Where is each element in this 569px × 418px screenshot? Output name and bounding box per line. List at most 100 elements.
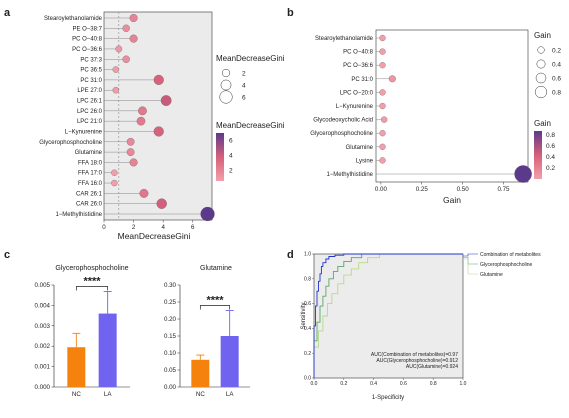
category-label-lpe-27-0: LPE 27:0 bbox=[77, 88, 102, 94]
x-tick-label: 4 bbox=[161, 224, 165, 231]
lollipop-point-pc-o-40-8 bbox=[129, 34, 138, 43]
x-tick-label: 0.75 bbox=[497, 186, 510, 193]
panel-a-label: a bbox=[4, 7, 11, 19]
lollipop-point-pc-37-3 bbox=[122, 55, 130, 63]
size-legend-circle bbox=[536, 59, 546, 69]
size-legend-label: 0.2 bbox=[552, 48, 561, 55]
y-tick-label: 0.05 bbox=[164, 367, 177, 374]
lollipop-point-lpc-26-1 bbox=[160, 95, 172, 106]
colorbar bbox=[534, 131, 542, 179]
significance-label: **** bbox=[206, 295, 224, 307]
lollipop-point-1-methylhistidine bbox=[200, 206, 215, 222]
roc-curve-glycerophosphocholine bbox=[313, 253, 463, 378]
panel-c1-title: Glycerophosphocholine bbox=[55, 265, 128, 272]
category-label-stearoylethanolamide: Stearoylethanolamide bbox=[315, 36, 374, 42]
colorbar-tick-label: 0.6 bbox=[546, 143, 555, 150]
size-legend-circle bbox=[537, 46, 545, 54]
colorbar-tick-label: 0.8 bbox=[546, 132, 555, 139]
category-label-pe-o-38-7: PE O−38:7 bbox=[72, 26, 102, 32]
category-label-pc-o-40-8: PC O−40:8 bbox=[343, 50, 374, 56]
category-label-glycerophosphocholine: Glycerophosphocholine bbox=[39, 140, 102, 146]
category-label-ffa-17-0: FFA 17:0 bbox=[78, 171, 103, 177]
category-label-l-kynurenine: L−Kynurenine bbox=[336, 104, 374, 110]
y-tick-label: 0.6 bbox=[304, 301, 311, 307]
lollipop-point-pc-31-0 bbox=[388, 75, 396, 83]
colorbar-tick-label: 0.2 bbox=[546, 165, 555, 172]
colorbar-tick-label: 2 bbox=[229, 168, 233, 175]
significance-bracket bbox=[199, 305, 231, 310]
panel-c2-layer: 0.00 0.05 0.10 0.15 0.20 0.25 0.30 NC LA **** bbox=[164, 282, 250, 398]
roc-auc-combination: AUC(Combination of metabolites)=0.97 bbox=[371, 352, 458, 358]
lollipop-point-ffa-16-0 bbox=[111, 179, 118, 187]
lollipop-point-1-methylhistidine bbox=[514, 165, 532, 183]
x-tick-label: 2 bbox=[132, 224, 136, 231]
lollipop-point-ffa-18-0 bbox=[129, 158, 138, 167]
y-tick-label: 0.20 bbox=[164, 316, 177, 323]
lollipop-point-pc-o-36-6 bbox=[115, 45, 123, 53]
panel-b-xlabel: Gain bbox=[443, 195, 461, 205]
x-tick-label: 0.6 bbox=[400, 381, 407, 387]
category-label-ffa-18-0: FFA 18:0 bbox=[78, 160, 103, 166]
x-tick-label-la: LA bbox=[226, 391, 234, 398]
x-tick-label: 0.2 bbox=[340, 381, 347, 387]
lollipop-point-lpe-27-0 bbox=[112, 86, 120, 94]
lollipop-point-lpc-21-0 bbox=[136, 116, 146, 126]
bar-nc bbox=[191, 359, 210, 387]
category-label-1-methylhistidine: 1−Methylhistidine bbox=[55, 212, 102, 218]
bar-la bbox=[220, 336, 239, 387]
panel-a-layer: Stearoylethanolamide PE O−38:7 PC O−40:8 PC… bbox=[39, 12, 215, 231]
y-tick-label: 0.0 bbox=[304, 376, 311, 382]
colorbar-tick-label: 0.4 bbox=[546, 154, 555, 161]
category-label-1-methylhistidine: 1−Methylhistidine bbox=[326, 172, 373, 178]
category-label-glycodeoxycholic-acid: Glycodeoxycholic Acid bbox=[313, 118, 373, 124]
y-tick-label: 0.000 bbox=[35, 384, 51, 391]
lollipop-point-pc-o-36-6 bbox=[379, 62, 386, 69]
category-label-pc-31-0: PC 31:0 bbox=[80, 78, 102, 84]
category-label-stearoylethanolamide: Stearoylethanolamide bbox=[44, 16, 103, 22]
y-tick-label: 0.25 bbox=[164, 299, 177, 306]
bar-la bbox=[98, 313, 117, 387]
roc-curve-combination-of-metabolites bbox=[313, 253, 463, 378]
category-label-glutamine: Glutamine bbox=[75, 150, 103, 156]
panel-a-plot-area bbox=[103, 11, 213, 221]
size-legend-label: 6 bbox=[242, 95, 246, 102]
panel-c-label: c bbox=[4, 249, 10, 261]
lollipop-point-lysine bbox=[379, 157, 386, 164]
category-label-lysine: Lysine bbox=[356, 158, 374, 164]
lollipop-point-glutamine bbox=[379, 143, 386, 150]
size-legend-label: 0.6 bbox=[552, 76, 561, 83]
lollipop-point-l-kynurenine bbox=[153, 126, 164, 137]
colorbar-tick-label: 6 bbox=[229, 138, 233, 145]
legend-label-combination-of-metabolites: Combination of metabolites bbox=[480, 252, 541, 258]
x-tick-label: 0.0 bbox=[311, 381, 318, 387]
lollipop-point-car-26-0 bbox=[156, 198, 167, 209]
y-tick-label: 0.004 bbox=[35, 302, 51, 309]
lollipop-point-car-26-1 bbox=[139, 188, 149, 198]
panel-b-size-legend: 0.2 0.4 0.6 0.8 bbox=[534, 46, 561, 99]
y-tick-label: 0.4 bbox=[304, 326, 311, 332]
significance-label: **** bbox=[83, 276, 101, 288]
lollipop-point-glycodeoxycholic-acid bbox=[380, 116, 388, 123]
panel-a-size-legend-title: MeanDecreaseGini bbox=[216, 54, 285, 63]
lollipop-point-stearoylethanolamide bbox=[379, 34, 386, 42]
roc-auc-glutamine: AUC(Glutamine)=0.924 bbox=[406, 364, 458, 370]
y-tick-label: 1.0 bbox=[304, 252, 311, 258]
category-label-pc-31-0: PC 31:0 bbox=[351, 77, 373, 83]
size-legend-circle bbox=[220, 79, 232, 91]
bar-nc bbox=[67, 347, 86, 387]
category-label-lpc-21-0: LPC 21:0 bbox=[77, 119, 103, 125]
y-tick-label: 0.8 bbox=[304, 276, 311, 282]
lollipop-point-pc-36-5 bbox=[112, 66, 120, 73]
panel-d-layer: 0.0 0.2 0.4 0.6 0.8 1.0 0.0 0.2 0.4 0.6 0.8 1.0 Comb… bbox=[304, 252, 541, 387]
y-tick-label: 0.001 bbox=[35, 364, 51, 371]
panel-d-ylabel: Sensitivity bbox=[301, 302, 307, 329]
panel-b-color-legend: 0.8 0.6 0.4 0.2 bbox=[534, 131, 555, 179]
panel-d-label: d bbox=[287, 249, 294, 261]
panel-b-layer: Stearoylethanolamide PC O−40:8 PC O−36:6 PC… bbox=[310, 34, 532, 193]
y-tick-label: 0.00 bbox=[164, 384, 177, 391]
x-tick-label: 0.50 bbox=[457, 186, 470, 193]
category-label-glycerophosphocholine: Glycerophosphocholine bbox=[310, 131, 373, 137]
y-tick-label: 0.10 bbox=[164, 350, 177, 357]
panel-b-size-legend-title: Gain bbox=[534, 31, 551, 40]
